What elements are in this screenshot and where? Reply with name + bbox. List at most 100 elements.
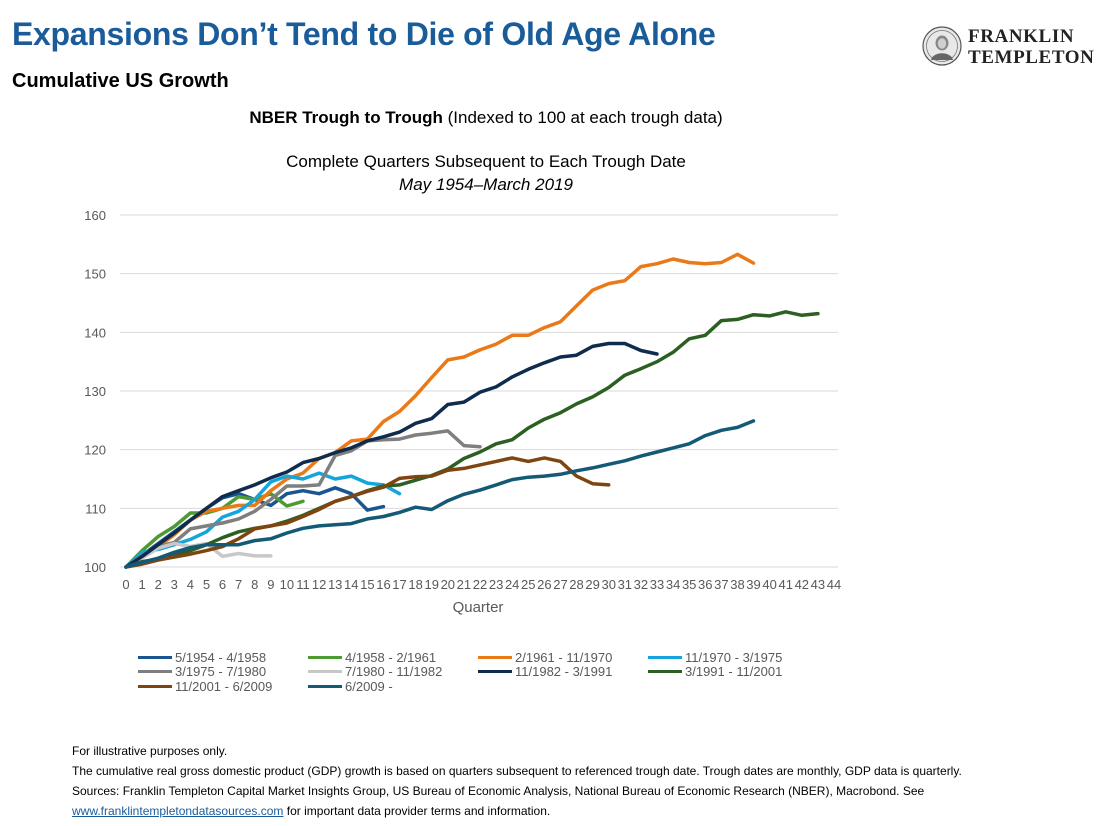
legend-item: 3/1991 - 11/2001 bbox=[648, 664, 818, 680]
x-tick-label: 13 bbox=[328, 577, 342, 592]
legend-swatch bbox=[308, 684, 342, 688]
legend-item: 4/1958 - 2/1961 bbox=[308, 650, 478, 665]
data-sources-link[interactable]: www.franklintempletondatasources.com bbox=[72, 804, 284, 818]
x-tick-label: 16 bbox=[376, 577, 390, 592]
x-tick-label: 43 bbox=[811, 577, 825, 592]
x-tick-label: 5 bbox=[203, 577, 210, 592]
series-lines bbox=[124, 252, 820, 569]
x-tick-label: 34 bbox=[666, 577, 680, 592]
legend-label: 3/1975 - 7/1980 bbox=[175, 664, 267, 680]
y-tick-label: 120 bbox=[84, 443, 106, 458]
x-tick-label: 8 bbox=[251, 577, 258, 592]
x-tick-label: 19 bbox=[424, 577, 438, 592]
logo-wordmark: FRANKLIN TEMPLETON bbox=[968, 26, 1094, 68]
series-line-7 bbox=[124, 341, 659, 569]
x-tick-label: 1 bbox=[138, 577, 145, 592]
chart-date-range: May 1954–March 2019 bbox=[399, 175, 573, 194]
x-tick-label: 36 bbox=[698, 577, 712, 592]
footnote-link-line: www.franklintempletondatasources.com for… bbox=[72, 801, 1092, 821]
x-tick-label: 42 bbox=[795, 577, 809, 592]
x-tick-label: 21 bbox=[457, 577, 471, 592]
legend-item: 6/2009 - bbox=[308, 679, 478, 694]
footnotes: For illustrative purposes only. The cumu… bbox=[72, 741, 1092, 821]
x-tick-label: 11 bbox=[296, 577, 310, 592]
series-line-10 bbox=[124, 419, 756, 569]
x-tick-label: 33 bbox=[650, 577, 664, 592]
legend-label: 6/2009 - bbox=[345, 678, 393, 694]
footnote-terms: for important data provider terms and in… bbox=[283, 804, 551, 818]
x-tick-label: 35 bbox=[682, 577, 696, 592]
legend-item: 7/1980 - 11/1982 bbox=[308, 664, 478, 680]
x-tick-label: 41 bbox=[778, 577, 792, 592]
legend-label: 11/2001 - 6/2009 bbox=[175, 678, 273, 694]
x-tick-label: 7 bbox=[235, 577, 242, 592]
x-tick-label: 10 bbox=[280, 577, 294, 592]
x-tick-label: 31 bbox=[618, 577, 632, 592]
legend-swatch bbox=[648, 655, 682, 659]
footnote-illustrative: For illustrative purposes only. bbox=[72, 744, 228, 758]
x-tick-label: 28 bbox=[569, 577, 583, 592]
page-title: Expansions Don’t Tend to Die of Old Age … bbox=[12, 16, 716, 52]
x-axis-title: Quarter bbox=[453, 599, 504, 616]
x-tick-label: 37 bbox=[714, 577, 728, 592]
page-subtitle: Cumulative US Growth bbox=[12, 70, 229, 92]
legend-label: 4/1958 - 2/1961 bbox=[345, 649, 437, 665]
y-tick-label: 140 bbox=[84, 325, 106, 340]
chart-subheading: Complete Quarters Subsequent to Each Tro… bbox=[286, 152, 686, 171]
x-tick-label: 17 bbox=[392, 577, 406, 592]
x-tick-label: 20 bbox=[441, 577, 455, 592]
x-tick-label: 32 bbox=[634, 577, 648, 592]
x-tick-label: 23 bbox=[489, 577, 503, 592]
legend-swatch bbox=[648, 670, 682, 674]
footnote-sources: Sources: Franklin Templeton Capital Mark… bbox=[72, 784, 925, 798]
y-tick-label: 150 bbox=[84, 267, 106, 282]
x-tick-label: 15 bbox=[360, 577, 374, 592]
chart-heading-bold: NBER Trough to Trough bbox=[249, 108, 443, 127]
x-tick-label: 38 bbox=[730, 577, 744, 592]
legend-swatch bbox=[138, 655, 172, 659]
x-tick-label: 25 bbox=[521, 577, 535, 592]
chart-legend: 5/1954 - 4/1958 4/1958 - 2/1961 2/1961 - 1… bbox=[138, 650, 838, 694]
legend-item: 2/1961 - 11/1970 bbox=[478, 650, 648, 665]
x-tick-label: 12 bbox=[312, 577, 326, 592]
x-tick-label: 2 bbox=[155, 577, 162, 592]
series-line-9 bbox=[124, 456, 611, 569]
x-tick-label: 6 bbox=[219, 577, 226, 592]
y-axis-ticks: 100 110 120 130 140 150 160 bbox=[84, 208, 106, 575]
legend-label: 5/1954 - 4/1958 bbox=[175, 649, 267, 665]
x-tick-label: 18 bbox=[408, 577, 422, 592]
x-tick-label: 4 bbox=[187, 577, 194, 592]
x-tick-label: 30 bbox=[601, 577, 615, 592]
x-tick-label: 14 bbox=[344, 577, 358, 592]
series-line-3 bbox=[124, 252, 756, 569]
series-line-5 bbox=[124, 429, 482, 569]
legend-swatch bbox=[138, 684, 172, 688]
x-tick-label: 26 bbox=[537, 577, 551, 592]
franklin-templeton-logo: FRANKLIN TEMPLETON bbox=[922, 24, 1102, 70]
legend-swatch bbox=[478, 670, 512, 674]
logo-line-1: FRANKLIN bbox=[968, 26, 1075, 47]
y-tick-label: 130 bbox=[84, 384, 106, 399]
logo-line-2: TEMPLETON bbox=[968, 47, 1095, 68]
legend-swatch bbox=[138, 670, 172, 674]
x-tick-label: 39 bbox=[746, 577, 760, 592]
legend-item: 5/1954 - 4/1958 bbox=[138, 650, 308, 665]
x-tick-label: 0 bbox=[122, 577, 129, 592]
legend-swatch bbox=[478, 655, 512, 659]
legend-swatch bbox=[308, 670, 342, 674]
series-line-8 bbox=[124, 310, 820, 569]
legend-item: 11/1982 - 3/1991 bbox=[478, 664, 648, 679]
footnote-gdp-note: The cumulative real gross domestic produ… bbox=[72, 764, 962, 778]
legend-label: 3/1991 - 11/2001 bbox=[685, 664, 783, 680]
chart-heading-rest: (Indexed to 100 at each trough data) bbox=[442, 108, 723, 127]
legend-label: 7/1980 - 11/1982 bbox=[345, 664, 443, 680]
x-tick-label: 9 bbox=[267, 577, 274, 592]
x-tick-label: 22 bbox=[473, 577, 487, 592]
x-axis-ticks: 0 1 2 3 4 5 6 7 8 9 10 11 12 13 14 15 16 17 18 19 20 21 22 23 24… bbox=[122, 577, 841, 592]
y-tick-label: 100 bbox=[84, 560, 106, 575]
legend-item: 11/2001 - 6/2009 bbox=[138, 679, 308, 694]
x-tick-label: 24 bbox=[505, 577, 519, 592]
x-tick-label: 40 bbox=[762, 577, 776, 592]
x-tick-label: 27 bbox=[553, 577, 567, 592]
